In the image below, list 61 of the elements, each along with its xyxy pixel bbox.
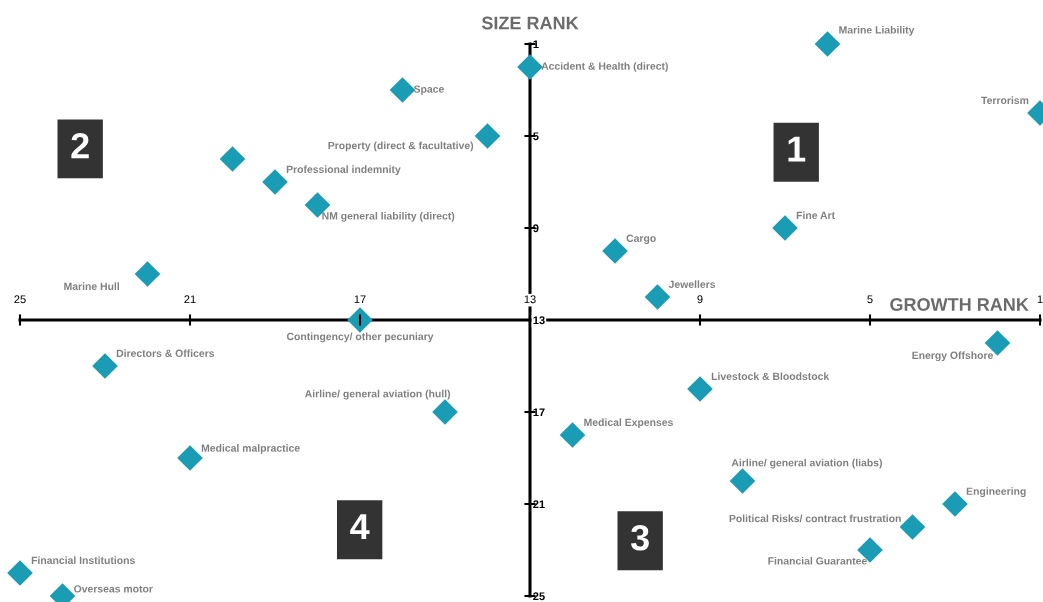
annotation: NM general liability (direct) (322, 211, 455, 222)
annotation: Energy Offshore (912, 351, 993, 362)
point (177, 445, 203, 471)
point (729, 468, 756, 494)
annotation: Jewellers (668, 280, 716, 288)
annotation: Livestock & Bloodstock (711, 372, 830, 380)
annotation: Medical malpractice (201, 444, 300, 454)
y-tick-label: 25 (533, 592, 545, 601)
annotation: Directors & Officers (116, 349, 215, 357)
point (602, 238, 628, 264)
point (219, 146, 246, 172)
annotation: Marine Hull (64, 282, 119, 290)
point (7, 560, 33, 586)
point (432, 399, 458, 425)
annotation: Fine Art (796, 211, 835, 219)
annotation: 2 (71, 133, 89, 159)
annotation: Cargo (626, 234, 656, 245)
point (899, 514, 926, 540)
x-tick-label: 1 (1037, 295, 1043, 304)
annotation: Terrorism (981, 96, 1029, 104)
y-tick-label: 17 (533, 408, 545, 417)
point (134, 261, 161, 287)
annotation: Airline/ general aviation (liabs) (731, 458, 882, 469)
annotation: 4 (350, 514, 370, 540)
annotation: Financial Guarantee (768, 556, 867, 565)
annotation: Accident & Health (direct) (541, 62, 668, 72)
annotation: Airline/ general aviation (hull) (304, 389, 451, 400)
chart-title: SIZE RANK (481, 16, 579, 30)
annotation: Marine Liability (839, 25, 915, 36)
annotation: 1 (788, 136, 806, 162)
y-tick-label: 21 (533, 500, 545, 509)
x-axis-title: GROWTH RANK (890, 298, 1029, 311)
annotation: Contingency/ other pecuniary (286, 332, 434, 343)
point (347, 307, 373, 333)
annotation: Political Risks/ contract frustration (729, 514, 901, 523)
annotation: Engineering (966, 487, 1026, 498)
annotation: Professional indemnity (286, 165, 401, 176)
point (262, 169, 288, 195)
point (772, 215, 798, 241)
point (644, 284, 671, 310)
x-tick-label: 21 (184, 295, 196, 304)
point (687, 376, 713, 402)
point (942, 491, 968, 517)
y-tick-label: 13 (533, 316, 545, 325)
point (92, 353, 118, 379)
y-tick-label: 1 (533, 40, 539, 49)
point (474, 123, 501, 149)
point (389, 77, 416, 103)
annotation: Space (413, 85, 444, 95)
annotation: 3 (630, 524, 649, 551)
annotation: Financial Institutions (31, 556, 135, 564)
point (517, 54, 543, 80)
x-tick-label: 25 (14, 295, 26, 304)
x-tick-label: 5 (867, 295, 873, 304)
annotation: Overseas motor (74, 585, 153, 593)
point (814, 31, 841, 57)
annotation: Medical Expenses (584, 418, 673, 429)
annotation: Property (direct & facultative) (328, 141, 474, 152)
x-tick-label: 9 (697, 295, 703, 304)
x-tick-label: 17 (354, 295, 366, 304)
point (559, 422, 586, 448)
